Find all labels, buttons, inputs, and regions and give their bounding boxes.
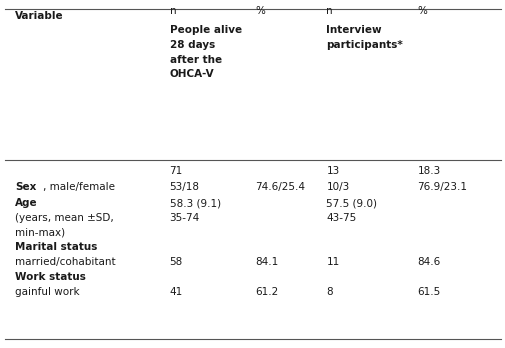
Text: OHCA-V: OHCA-V [169, 70, 214, 79]
Text: 41: 41 [169, 287, 182, 296]
Text: n: n [169, 6, 176, 16]
Text: 84.6: 84.6 [417, 257, 440, 267]
Text: 74.6/25.4: 74.6/25.4 [255, 182, 305, 192]
Text: 53/18: 53/18 [169, 182, 199, 192]
Text: n: n [326, 6, 332, 16]
Text: 11: 11 [326, 257, 339, 267]
Text: Age: Age [15, 198, 38, 208]
Text: %: % [417, 6, 427, 16]
Text: Variable: Variable [15, 11, 64, 21]
Text: Marital status: Marital status [15, 243, 97, 252]
Text: gainful work: gainful work [15, 287, 80, 296]
Text: 61.2: 61.2 [255, 287, 278, 296]
Text: Interview: Interview [326, 25, 381, 34]
Text: 71: 71 [169, 166, 182, 176]
Text: Work status: Work status [15, 272, 86, 282]
Text: , male/female: , male/female [43, 182, 115, 192]
Text: Sex: Sex [15, 182, 36, 192]
Text: after the: after the [169, 55, 221, 64]
Text: 58: 58 [169, 257, 182, 267]
Text: 43-75: 43-75 [326, 213, 356, 223]
Text: People alive: People alive [169, 25, 241, 34]
Text: 10/3: 10/3 [326, 182, 349, 192]
Text: (years, mean ±SD,: (years, mean ±SD, [15, 213, 114, 223]
Text: 28 days: 28 days [169, 40, 214, 49]
Text: 57.5 (9.0): 57.5 (9.0) [326, 198, 377, 208]
Text: married/cohabitant: married/cohabitant [15, 257, 116, 267]
Text: %: % [255, 6, 265, 16]
Text: 84.1: 84.1 [255, 257, 278, 267]
Text: 8: 8 [326, 287, 332, 296]
Text: 35-74: 35-74 [169, 213, 199, 223]
Text: min-max): min-max) [15, 228, 65, 237]
Text: 18.3: 18.3 [417, 166, 440, 176]
Text: 13: 13 [326, 166, 339, 176]
Text: participants*: participants* [326, 40, 402, 49]
Text: 58.3 (9.1): 58.3 (9.1) [169, 198, 220, 208]
Text: 76.9/23.1: 76.9/23.1 [417, 182, 467, 192]
Text: 61.5: 61.5 [417, 287, 440, 296]
